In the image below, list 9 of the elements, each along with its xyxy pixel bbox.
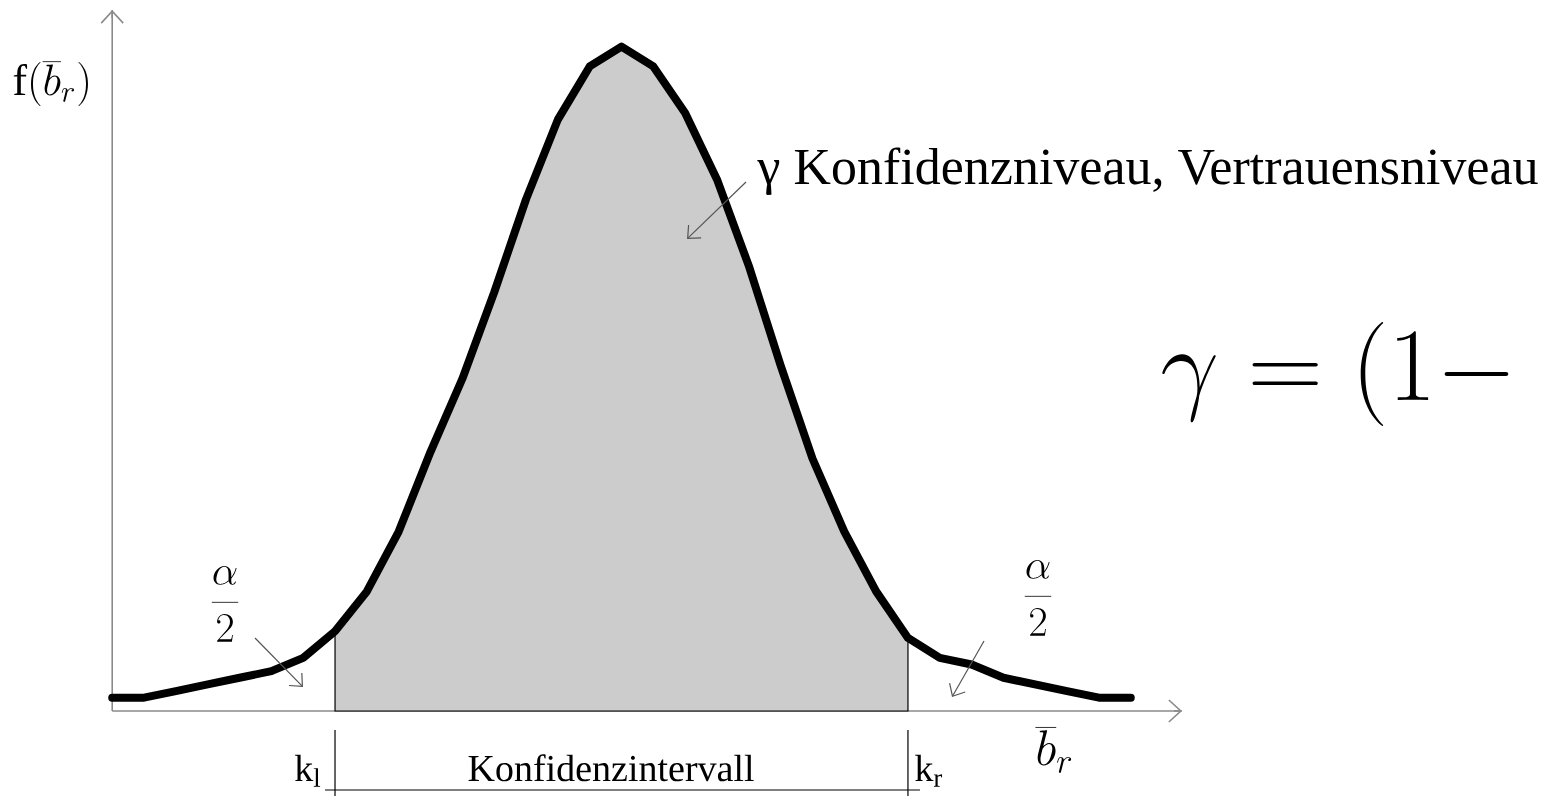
text: k$_{l}$ bbox=[294, 754, 321, 787]
annotation: $\frac{\alpha}{2}$ bbox=[1024, 559, 1052, 636]
text: $\gamma = (1 -$ bbox=[1162, 322, 1509, 426]
y-axis-title: $\mathrm{f}(\overline{b}_{r})$ bbox=[13, 61, 88, 106]
annotation: γ Konfidenzniveau, Vertrauensniveau bbox=[757, 147, 1538, 196]
x-axis-title: $\overline{b}_{r}$ bbox=[1035, 727, 1072, 773]
text: k$_{r}$ bbox=[915, 754, 943, 787]
text: Konfidenzintervall bbox=[468, 754, 754, 782]
annotation: $\frac{\alpha}{2}$ bbox=[211, 565, 239, 642]
